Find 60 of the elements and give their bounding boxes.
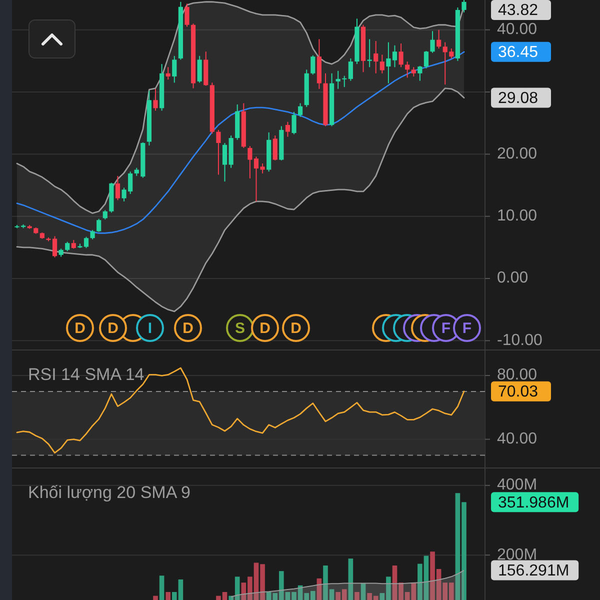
candlestick — [398, 43, 404, 68]
text: Khối lượng 20 SMA 9 — [28, 483, 190, 502]
candlestick — [166, 66, 170, 80]
candlestick — [197, 55, 202, 84]
candlestick — [272, 135, 278, 161]
candlestick — [367, 38, 372, 68]
candlestick — [102, 210, 108, 220]
y-tick-label: 80.00 — [497, 366, 538, 384]
candlestick — [348, 58, 353, 82]
line-series — [16, 1, 465, 214]
annotation: F — [441, 320, 451, 337]
candlestick — [424, 50, 429, 69]
annotation: D — [260, 320, 271, 337]
annotation: D — [74, 320, 86, 337]
text: RSI 14 SMA 14 — [28, 365, 144, 384]
y-tick-label: 10.00 — [497, 208, 538, 225]
candlestick — [216, 129, 221, 176]
y-tick-label: -10.00 — [497, 332, 542, 349]
y-tick-label: 200M — [497, 546, 538, 564]
text: 351.986M — [498, 494, 570, 512]
candlestick — [405, 61, 410, 78]
annotation: D — [108, 320, 119, 337]
candlestick — [436, 29, 442, 49]
line-series — [16, 88, 465, 312]
candlestick — [430, 30, 435, 54]
candlestick — [411, 66, 416, 77]
candlestick — [462, 0, 466, 13]
candlestick — [418, 65, 422, 82]
annotation: D — [290, 320, 302, 337]
y-tick-label: 40.00 — [497, 430, 538, 448]
candlestick — [172, 55, 177, 84]
candlestick — [310, 54, 316, 76]
candlestick — [285, 121, 290, 138]
y-tick-label: 400M — [497, 476, 538, 494]
annotation: D — [182, 320, 194, 337]
line-series — [16, 367, 465, 454]
candlestick — [96, 218, 102, 232]
candlestick — [153, 88, 158, 112]
candlestick — [65, 241, 70, 252]
candlestick — [248, 146, 252, 179]
annotation: S — [234, 320, 246, 337]
candlestick — [90, 230, 95, 240]
text: 36.45 — [498, 44, 538, 62]
y-tick-label: 0.00 — [497, 270, 528, 287]
text: 43.82 — [498, 2, 538, 20]
y-tick-label: 20.00 — [497, 145, 538, 162]
text: 29.08 — [498, 90, 538, 107]
candlestick — [374, 40, 378, 74]
candlestick — [222, 142, 228, 182]
y-tick-label: 40.00 — [497, 21, 538, 38]
candlestick — [292, 111, 296, 135]
annotation: I — [148, 320, 152, 337]
candlestick — [184, 3, 190, 28]
line-series — [16, 51, 465, 234]
candlestick — [380, 54, 384, 74]
candlestick — [298, 102, 303, 118]
annotation: F — [462, 320, 472, 337]
text: 70.03 — [498, 384, 538, 401]
text: 156.291M — [498, 562, 570, 580]
candlestick — [115, 175, 120, 201]
